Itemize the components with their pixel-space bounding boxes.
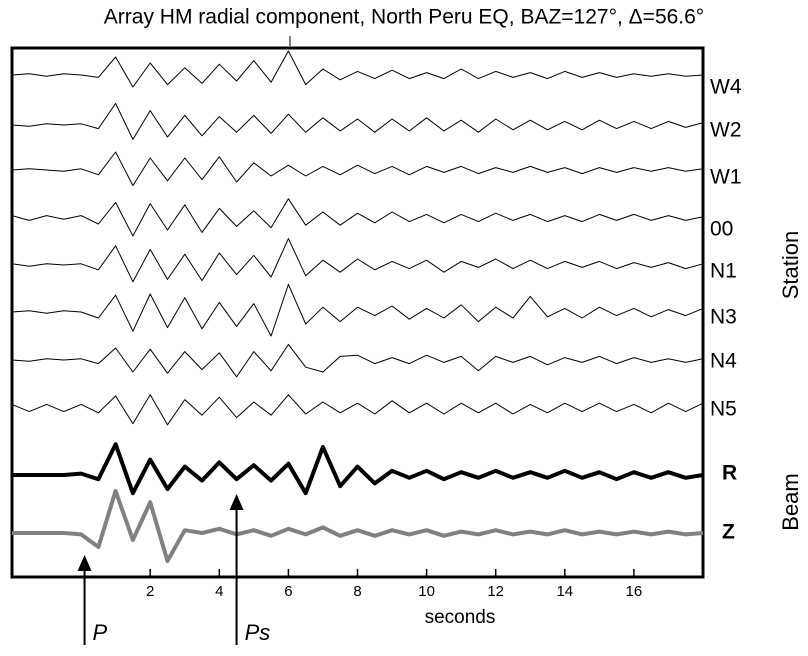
arrow-head — [77, 555, 92, 571]
beam-label: Beam — [778, 473, 803, 530]
x-tick-label: 10 — [418, 583, 435, 600]
x-tick-label: 4 — [215, 583, 223, 600]
trace — [11, 151, 704, 187]
trace — [12, 489, 704, 563]
x-tick-label: 8 — [353, 583, 361, 600]
x-tick-label: 6 — [284, 583, 292, 600]
trace — [11, 50, 704, 88]
trace-label: W1 — [710, 166, 742, 189]
trace — [12, 442, 704, 496]
trace-label: N5 — [710, 398, 737, 421]
trace-label: N3 — [710, 306, 737, 329]
station-label: Station — [778, 231, 803, 300]
x-tick-label: 16 — [626, 583, 643, 600]
annotation-label: Ps — [245, 620, 271, 645]
trace — [11, 283, 704, 337]
trace-label: Z — [722, 521, 735, 544]
arrow-head — [229, 494, 244, 510]
trace-label: W2 — [710, 119, 742, 142]
trace-label: N4 — [710, 350, 737, 373]
trace — [11, 198, 704, 237]
trace-label: W4 — [710, 76, 742, 99]
x-tick-label: 14 — [556, 583, 573, 600]
trace — [11, 343, 704, 378]
trace-label: N1 — [710, 260, 737, 283]
plot-frame — [10, 46, 705, 579]
x-tick-label: 12 — [487, 583, 504, 600]
x-tick-label: 2 — [146, 583, 154, 600]
trace — [11, 102, 704, 140]
x-axis-label: seconds — [425, 607, 496, 628]
annotation-label: P — [93, 620, 108, 645]
trace — [11, 238, 704, 283]
trace — [11, 394, 704, 426]
trace-label: R — [722, 462, 737, 485]
trace-label: 00 — [710, 218, 733, 241]
chart-title: Array HM radial component, North Peru EQ… — [104, 6, 704, 29]
